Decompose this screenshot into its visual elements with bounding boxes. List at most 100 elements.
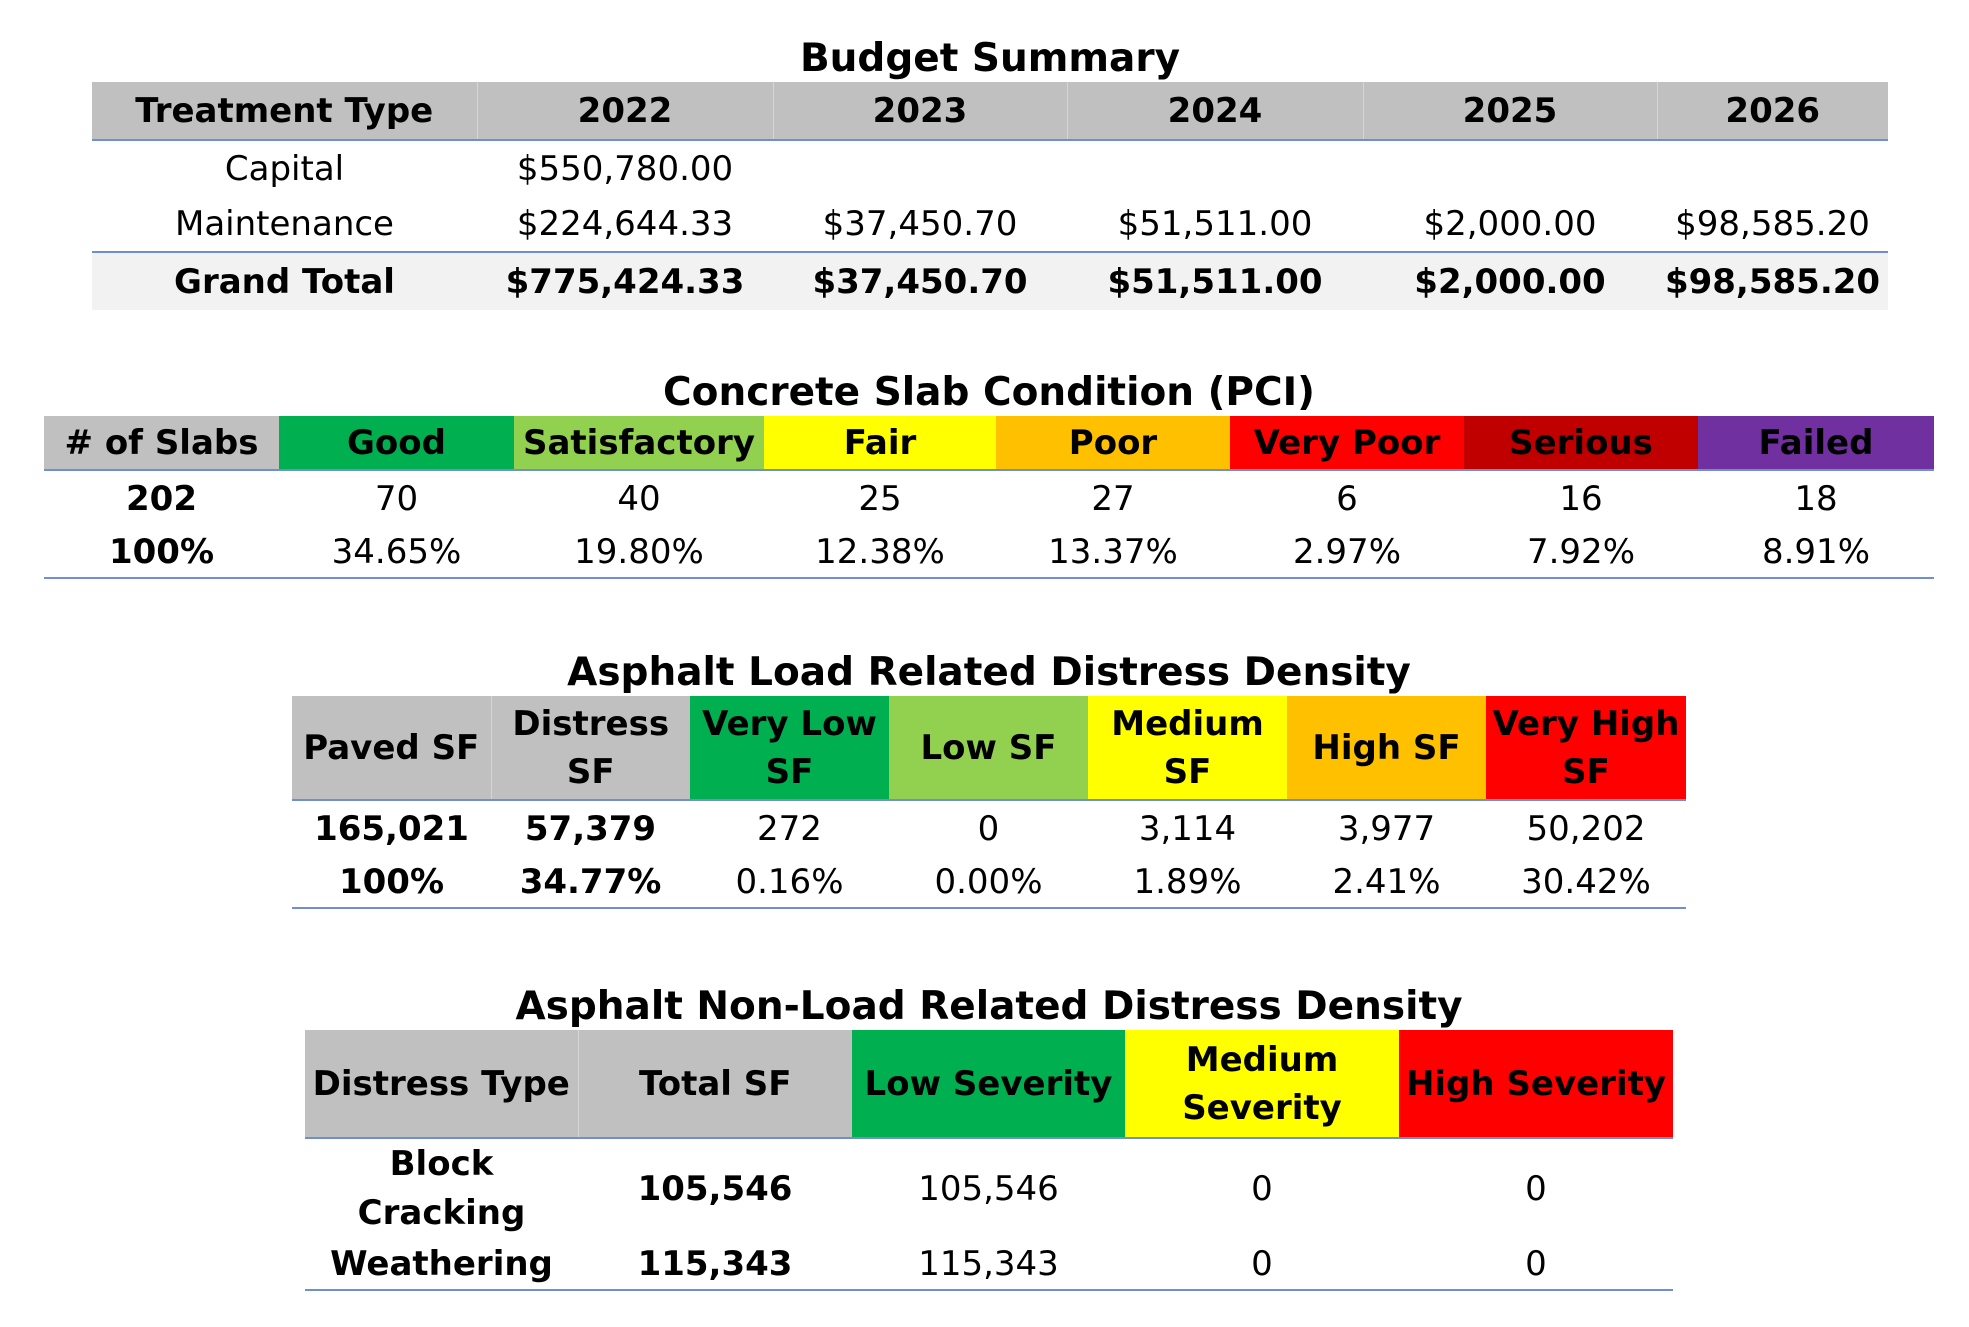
budget-cell: $224,644.33 xyxy=(477,196,773,253)
asphalt-nonload-title: Asphalt Non-Load Related Distress Densit… xyxy=(515,984,1463,1029)
table-row: Weathering 115,343 115,343 0 0 xyxy=(305,1238,1673,1291)
nonload-header-total-sf: Total SF xyxy=(578,1030,852,1139)
table-row: 100% 34.65% 19.80% 12.38% 13.37% 2.97% 7… xyxy=(44,526,1934,579)
concrete-header-fair: Fair xyxy=(764,416,996,471)
budget-header-cell: 2023 xyxy=(773,82,1068,141)
table-row: 165,021 57,379 272 0 3,114 3,977 50,202 xyxy=(292,800,1686,856)
budget-cell: $98,585.20 xyxy=(1657,196,1888,253)
load-header-high-sf: High SF xyxy=(1287,696,1486,801)
nonload-value-cell: 115,343 xyxy=(852,1238,1125,1291)
budget-cell xyxy=(1363,140,1657,196)
budget-cell: Capital xyxy=(224,148,345,189)
nonload-value-cell: 0 xyxy=(1125,1238,1399,1291)
load-header-paved-sf: Paved SF xyxy=(292,696,492,801)
budget-cell: $37,450.70 xyxy=(773,196,1067,253)
nonload-distress-type-cell: Block Cracking xyxy=(357,1143,526,1233)
load-value-cell: 57,379 xyxy=(524,808,657,849)
load-header-distress-sf: Distress SF xyxy=(491,696,690,801)
concrete-percent-cell: 2.97% xyxy=(1230,526,1464,579)
concrete-count-cell: 25 xyxy=(858,478,902,519)
load-percent-cell: 0.16% xyxy=(690,856,889,909)
table-row: 202 70 40 25 27 6 16 18 xyxy=(44,470,1934,526)
concrete-count-cell: 16 xyxy=(1559,478,1603,519)
load-value-cell: 165,021 xyxy=(314,808,469,849)
grand-total-row: Grand Total $775,424.33 $37,450.70 $51,5… xyxy=(92,252,1888,310)
budget-cell: $2,000.00 xyxy=(1363,196,1657,253)
concrete-header-poor: Poor xyxy=(996,416,1230,471)
asphalt-load-section: Asphalt Load Related Distress Density Pa… xyxy=(292,650,1686,909)
concrete-percent-cell: 12.38% xyxy=(764,526,996,579)
load-header-very-low-sf: Very Low SF xyxy=(690,696,889,801)
load-value-cell: 3,114 xyxy=(1138,808,1237,849)
nonload-value-cell: 0 xyxy=(1399,1238,1673,1291)
table-row: Block Cracking 105,546 105,546 0 0 xyxy=(305,1138,1673,1238)
load-percent-cell: 30.42% xyxy=(1486,856,1686,909)
concrete-percent-cell: 7.92% xyxy=(1464,526,1698,579)
nonload-total-sf-cell: 105,546 xyxy=(637,1168,793,1209)
concrete-count-cell: 6 xyxy=(1336,478,1358,519)
load-percent-cell: 100% xyxy=(292,856,491,909)
nonload-value-cell: 105,546 xyxy=(918,1168,1059,1209)
nonload-header-high-severity: High Severity xyxy=(1399,1030,1673,1139)
load-percent-cell: 34.77% xyxy=(491,856,690,909)
concrete-header-satisfactory: Satisfactory xyxy=(514,416,764,471)
concrete-slab-section: Concrete Slab Condition (PCI) # of Slabs… xyxy=(44,370,1934,579)
load-value-cell: 272 xyxy=(757,808,822,849)
load-value-cell: 0 xyxy=(977,808,1000,849)
table-row: 100% 34.77% 0.16% 0.00% 1.89% 2.41% 30.4… xyxy=(292,856,1686,909)
budget-cell: $51,511.00 xyxy=(1067,196,1363,253)
nonload-header-low-severity: Low Severity xyxy=(852,1030,1125,1139)
asphalt-nonload-table: Distress Type Total SF Low Severity Medi… xyxy=(305,1030,1673,1291)
concrete-percent-cell: 13.37% xyxy=(996,526,1230,579)
concrete-percent-cell: 8.91% xyxy=(1698,526,1934,579)
concrete-percent-cell: 100% xyxy=(44,526,279,579)
concrete-count-cell: 18 xyxy=(1794,478,1838,519)
concrete-count-cell: 27 xyxy=(1091,478,1135,519)
concrete-header-very-poor: Very Poor xyxy=(1230,416,1464,471)
grand-total-cell: $98,585.20 xyxy=(1664,261,1881,302)
asphalt-load-title: Asphalt Load Related Distress Density xyxy=(567,650,1411,695)
grand-total-cell: $775,424.33 xyxy=(505,261,745,302)
grand-total-cell: $37,450.70 xyxy=(812,261,1028,302)
nonload-header-medium-severity: Medium Severity xyxy=(1125,1030,1399,1139)
concrete-count-cell: 202 xyxy=(126,478,197,519)
asphalt-nonload-section: Asphalt Non-Load Related Distress Densit… xyxy=(305,984,1673,1291)
concrete-slab-title: Concrete Slab Condition (PCI) xyxy=(663,370,1315,415)
load-percent-cell: 1.89% xyxy=(1088,856,1287,909)
budget-summary-section: Budget Summary Treatment Type 2022 2023 … xyxy=(92,36,1888,310)
nonload-distress-type-cell: Weathering xyxy=(305,1238,578,1291)
nonload-header-distress-type: Distress Type xyxy=(305,1030,579,1139)
concrete-header-cell: # of Slabs xyxy=(44,416,279,471)
load-percent-cell: 0.00% xyxy=(889,856,1088,909)
grand-total-cell: Grand Total xyxy=(174,261,395,302)
asphalt-load-table: Paved SF Distress SF Very Low SF Low SF … xyxy=(292,696,1686,909)
nonload-value-cell: 0 xyxy=(1251,1168,1273,1209)
concrete-percent-cell: 34.65% xyxy=(279,526,514,579)
nonload-value-cell: 0 xyxy=(1525,1168,1547,1209)
budget-summary-title: Budget Summary xyxy=(799,36,1181,81)
budget-header-cell: Treatment Type xyxy=(92,82,478,141)
concrete-percent-cell: 19.80% xyxy=(514,526,764,579)
budget-header-cell: 2024 xyxy=(1067,82,1364,141)
load-value-cell: 50,202 xyxy=(1526,808,1646,849)
budget-cell xyxy=(773,140,1067,196)
load-percent-cell: 2.41% xyxy=(1287,856,1486,909)
budget-cell: $550,780.00 xyxy=(516,148,734,189)
budget-summary-table: Treatment Type 2022 2023 2024 2025 2026 … xyxy=(92,82,1888,310)
concrete-header-good: Good xyxy=(279,416,514,471)
nonload-total-sf-cell: 115,343 xyxy=(578,1238,852,1291)
nonload-header-row: Distress Type Total SF Low Severity Medi… xyxy=(305,1030,1673,1139)
table-row: Maintenance $224,644.33 $37,450.70 $51,5… xyxy=(92,196,1888,253)
concrete-count-cell: 70 xyxy=(374,478,419,519)
grand-total-cell: $2,000.00 xyxy=(1414,261,1606,302)
budget-cell: Maintenance xyxy=(92,196,477,253)
load-value-cell: 3,977 xyxy=(1337,808,1436,849)
load-header-very-high-sf: Very High SF xyxy=(1486,696,1686,801)
grand-total-cell: $51,511.00 xyxy=(1107,261,1323,302)
budget-header-cell: 2022 xyxy=(477,82,774,141)
concrete-count-cell: 40 xyxy=(617,478,661,519)
concrete-slab-table: # of Slabs Good Satisfactory Fair Poor V… xyxy=(44,416,1934,579)
concrete-header-serious: Serious xyxy=(1464,416,1698,471)
concrete-header-failed: Failed xyxy=(1698,416,1934,471)
budget-header-cell: 2026 xyxy=(1657,82,1888,141)
